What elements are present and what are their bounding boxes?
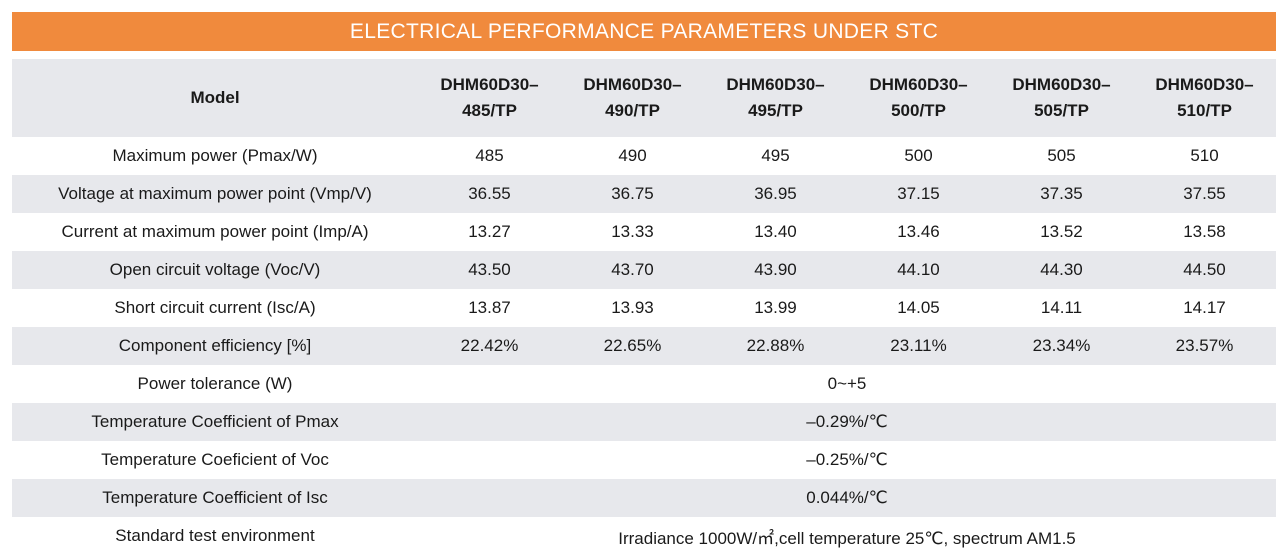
row-label: Temperature Coefficient of Pmax	[91, 412, 339, 431]
table-cell: 23.57%	[1175, 336, 1234, 355]
table-cell: 485	[475, 146, 504, 165]
row-label: Open circuit voltage (Voc/V)	[109, 260, 321, 279]
table-cell: 495	[761, 146, 790, 165]
model-name-header: DHM60D30– 510/TP	[1155, 75, 1254, 120]
row-label: Short circuit current (Isc/A)	[114, 298, 316, 317]
table-row: Temperature Coefficient of Isc 0.044%/℃	[12, 479, 1276, 517]
model-name-header: DHM60D30– 490/TP	[583, 75, 682, 120]
row-label: Standard test environment	[115, 526, 315, 545]
table-cell: 490	[618, 146, 647, 165]
table-row: Temperature Coeficient of Voc –0.25%/℃	[12, 441, 1276, 479]
table-row: Temperature Coefficient of Pmax –0.29%/℃	[12, 403, 1276, 441]
table-cell: 43.50	[468, 260, 511, 279]
merged-cell: 0~+5	[827, 374, 867, 393]
table-cell: 37.35	[1040, 184, 1083, 203]
header-row: Model DHM60D30– 485/TP DHM60D30– 490/TP DH…	[12, 59, 1276, 137]
table-cell: 13.93	[611, 298, 654, 317]
model-name-header: DHM60D30– 500/TP	[869, 75, 968, 120]
table-cell: 36.95	[754, 184, 797, 203]
table-cell: 44.50	[1183, 260, 1226, 279]
table-cell: 22.42%	[460, 336, 519, 355]
table-cell: 43.70	[611, 260, 654, 279]
row-label: Component efficiency [%]	[118, 336, 312, 355]
table-cell: 43.90	[754, 260, 797, 279]
table-row: Maximum power (Pmax/W) 485 490 495 500 5…	[12, 137, 1276, 175]
table-cell: 44.10	[897, 260, 940, 279]
table-cell: 13.46	[897, 222, 940, 241]
table-cell: 13.58	[1183, 222, 1226, 241]
table-cell: 37.15	[897, 184, 940, 203]
table-cell: 44.30	[1040, 260, 1083, 279]
merged-cell: –0.25%/℃	[806, 450, 888, 469]
row-label: Temperature Coeficient of Voc	[101, 450, 329, 469]
table-row: Open circuit voltage (Voc/V) 43.50 43.70…	[12, 251, 1276, 289]
row-label: Power tolerance (W)	[137, 374, 293, 393]
table-cell: 13.52	[1040, 222, 1083, 241]
table-cell: 505	[1047, 146, 1076, 165]
model-name-header: DHM60D30– 485/TP	[440, 75, 539, 120]
table-row: Standard test environment Irradiance 100…	[12, 517, 1276, 555]
table-cell: 13.33	[611, 222, 654, 241]
table-cell: 37.55	[1183, 184, 1226, 203]
model-name-header: DHM60D30– 505/TP	[1012, 75, 1111, 120]
row-label: Temperature Coefficient of Isc	[102, 488, 328, 507]
table-cell: 14.05	[897, 298, 940, 317]
table-cell: 22.65%	[603, 336, 662, 355]
table-cell: 22.88%	[746, 336, 805, 355]
table-cell: 13.40	[754, 222, 797, 241]
table-cell: 14.17	[1183, 298, 1226, 317]
merged-cell: –0.29%/℃	[806, 412, 888, 431]
spec-table: Model DHM60D30– 485/TP DHM60D30– 490/TP DH…	[12, 59, 1276, 555]
model-header: Model	[190, 88, 240, 107]
merged-cell: 0.044%/℃	[806, 488, 888, 507]
row-label: Current at maximum power point (Imp/A)	[61, 222, 369, 241]
table-cell: 14.11	[1040, 298, 1083, 317]
table-title: ELECTRICAL PERFORMANCE PARAMETERS UNDER …	[12, 12, 1276, 51]
merged-cell: Irradiance 1000W/㎡,cell temperature 25℃,…	[618, 528, 1076, 548]
table-row: Component efficiency [%] 22.42% 22.65% 2…	[12, 327, 1276, 365]
table-cell: 13.99	[754, 298, 797, 317]
table-cell: 23.34%	[1032, 336, 1091, 355]
table-cell: 510	[1190, 146, 1219, 165]
table-row: Short circuit current (Isc/A) 13.87 13.9…	[12, 289, 1276, 327]
table-row: Power tolerance (W) 0~+5	[12, 365, 1276, 403]
model-name-header: DHM60D30– 495/TP	[726, 75, 825, 120]
table-cell: 36.55	[468, 184, 511, 203]
table-cell: 13.87	[468, 298, 511, 317]
table-cell: 13.27	[468, 222, 511, 241]
table-cell: 500	[904, 146, 933, 165]
table-row: Current at maximum power point (Imp/A) 1…	[12, 213, 1276, 251]
row-label: Maximum power (Pmax/W)	[112, 146, 318, 165]
row-label: Voltage at maximum power point (Vmp/V)	[58, 184, 372, 203]
table-cell: 23.11%	[890, 336, 947, 355]
table-cell: 36.75	[611, 184, 654, 203]
table-row: Voltage at maximum power point (Vmp/V) 3…	[12, 175, 1276, 213]
